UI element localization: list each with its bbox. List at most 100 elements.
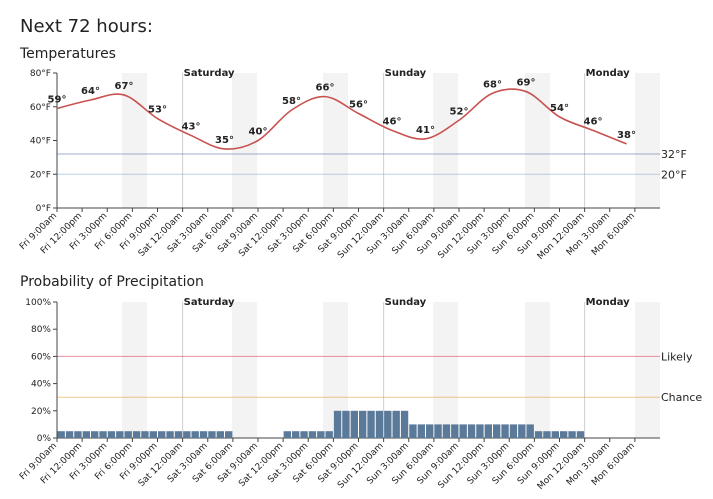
night-band [122,302,147,438]
value-label: 58° [282,96,301,107]
value-label: 67° [115,81,134,92]
bar [132,431,141,438]
day-label: Sunday [385,297,427,308]
night-band [323,73,348,208]
bar [333,410,342,438]
bar [501,424,509,438]
value-label: 52° [450,106,469,117]
y-tick-label: 0°F [36,204,51,214]
chart-title: Probability of Precipitation [20,274,204,290]
value-label: 66° [316,83,335,94]
y-tick-label: 60% [31,352,51,362]
bar [342,410,350,438]
bar [484,424,492,438]
y-tick-label: 80°F [30,69,51,79]
bar [350,410,358,438]
bar [283,431,291,438]
bar [534,431,543,438]
bar [459,424,467,438]
value-label: 59° [48,94,67,105]
day-label: Monday [586,68,631,79]
bar [576,431,585,438]
bar [292,431,300,438]
bar [526,424,534,438]
bar [451,424,459,438]
bar [359,410,367,438]
bar [99,431,107,438]
bar [91,431,99,438]
y-tick-label: 80% [31,325,51,335]
value-label: 56° [349,100,368,111]
bar [467,424,476,438]
bar [493,424,501,438]
bar [384,410,392,438]
bar [551,431,559,438]
bar [308,431,317,438]
night-band [232,302,257,438]
night-band [525,73,550,208]
bar [65,431,74,438]
bar [174,431,183,438]
reference-label: 20°F [661,168,687,181]
bar [208,431,216,438]
value-label: 53° [148,105,167,116]
bar [400,410,409,438]
bar [442,424,451,438]
reference-label: Chance [661,391,702,404]
y-tick-label: 40°F [30,137,51,147]
value-label: 43° [182,121,201,132]
y-tick-label: 40% [31,380,51,390]
bar [543,431,551,438]
bar [124,431,132,438]
bar [216,431,224,438]
value-label: 69° [517,78,536,89]
bar [392,410,400,438]
day-label: Monday [586,297,631,308]
bar [183,431,191,438]
bar [158,431,166,438]
bar [325,431,333,438]
night-band [433,73,458,208]
reference-label: Likely [661,350,693,363]
value-label: 40° [249,127,268,138]
bar [225,431,233,438]
bar [509,424,518,438]
bar [375,410,384,438]
y-tick-label: 60°F [30,103,51,113]
bar [300,431,308,438]
page-title: Next 72 hours: [20,16,153,37]
night-band [635,302,660,438]
night-band [433,302,458,438]
temperature-line [56,88,627,150]
value-label: 64° [81,86,100,97]
y-tick-label: 20% [31,407,51,417]
value-label: 54° [550,103,569,114]
bar [191,431,199,438]
bar [560,431,568,438]
night-band [232,73,257,208]
y-tick-label: 20°F [30,170,51,180]
day-label: Saturday [184,297,235,308]
night-band [122,73,147,208]
night-band [525,302,550,438]
bar [57,431,65,438]
bar [568,431,576,438]
bar [116,431,124,438]
reference-label: 32°F [661,148,687,161]
bar [476,424,484,438]
chart-title: Temperatures [19,46,116,62]
bar [518,424,526,438]
bar [434,424,442,438]
bar [426,424,434,438]
bar [141,431,149,438]
bar [199,431,208,438]
bar [74,431,82,438]
bar [82,431,90,438]
bar [166,431,174,438]
value-label: 46° [383,116,402,127]
bar [149,431,157,438]
bar [367,410,375,438]
bar [317,431,325,438]
day-label: Sunday [385,68,427,79]
